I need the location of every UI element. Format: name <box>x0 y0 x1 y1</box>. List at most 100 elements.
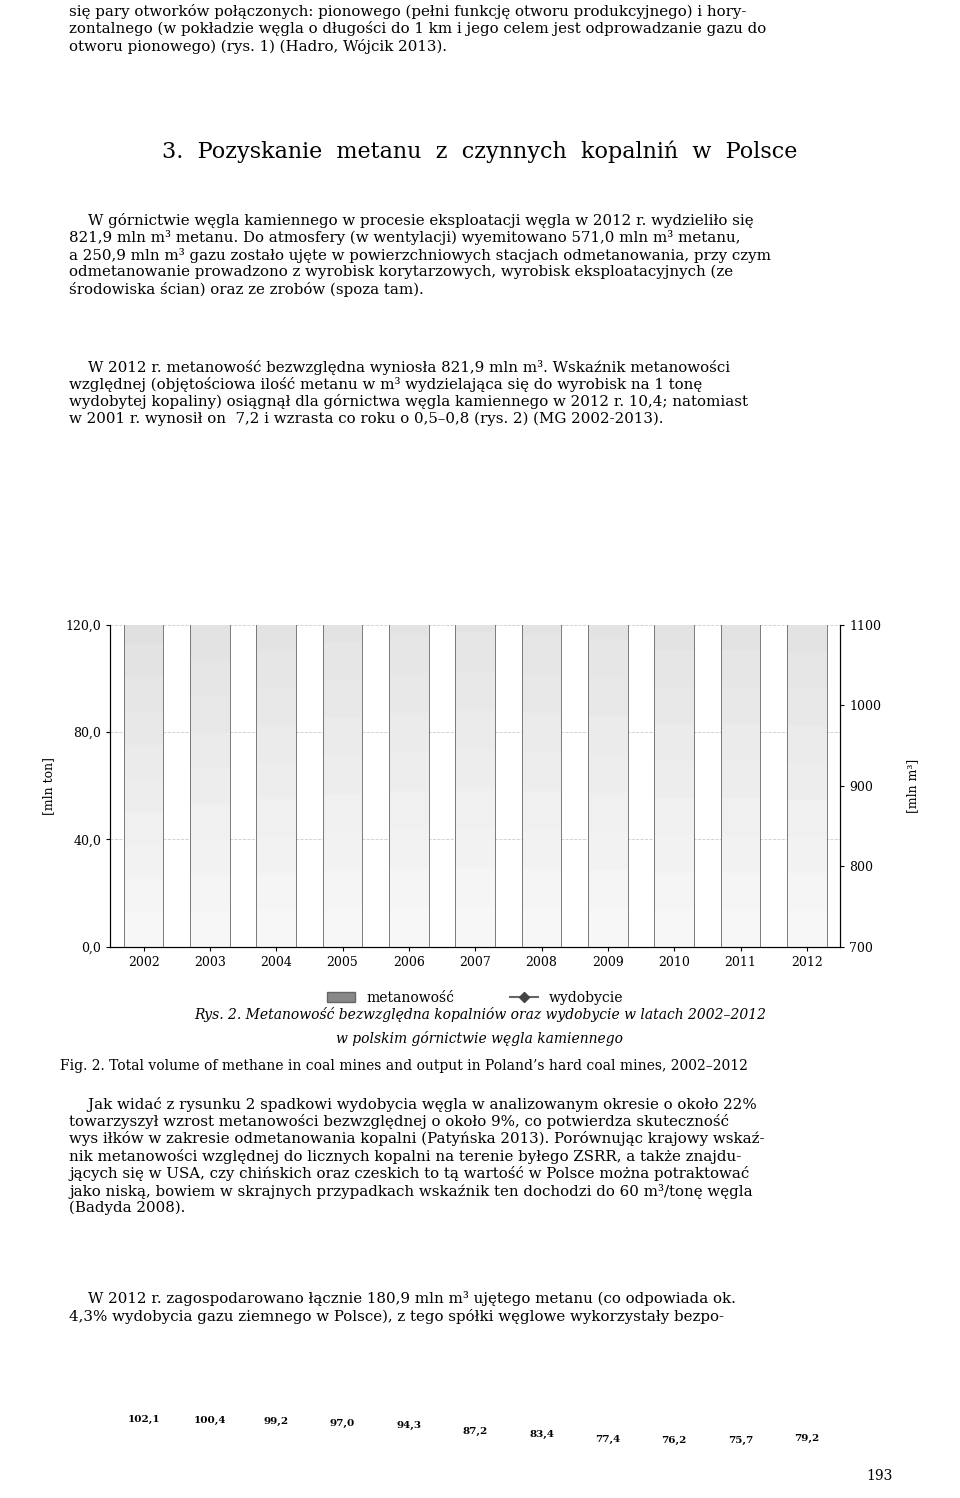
Bar <box>655 130 694 168</box>
Bar <box>190 90 229 126</box>
Bar <box>721 798 760 836</box>
Bar <box>787 358 827 395</box>
Bar <box>190 376 229 412</box>
Bar <box>721 613 760 650</box>
Bar <box>124 407 163 442</box>
Bar <box>455 42 495 81</box>
Bar <box>521 363 562 401</box>
Bar <box>124 610 163 644</box>
Bar <box>190 54 229 90</box>
Bar <box>190 0 229 18</box>
Bar <box>455 867 495 908</box>
Bar <box>721 577 760 613</box>
Bar <box>787 102 827 138</box>
Bar <box>323 490 363 527</box>
Bar <box>190 268 229 304</box>
Bar <box>588 0 628 24</box>
Bar <box>787 689 827 727</box>
Bar <box>124 172 163 207</box>
Bar <box>190 518 229 554</box>
Bar <box>787 653 827 689</box>
Bar <box>323 33 363 70</box>
Text: 87,2: 87,2 <box>463 1428 488 1437</box>
Bar <box>455 434 495 475</box>
Text: 3.  Pozyskanie  metanu  z  czynnych  kopalniń  w  Polsce: 3. Pozyskanie metanu z czynnych kopalniń… <box>162 141 798 163</box>
Bar <box>655 0 694 19</box>
Bar <box>323 680 363 719</box>
Bar <box>721 354 760 391</box>
Bar <box>389 51 429 90</box>
Bar <box>389 246 429 285</box>
Text: 94,3: 94,3 <box>396 1422 421 1431</box>
Bar <box>256 466 296 503</box>
Bar <box>655 427 694 464</box>
Bar <box>124 914 163 947</box>
Bar <box>124 644 163 677</box>
Text: 83,4: 83,4 <box>529 1431 554 1440</box>
Bar <box>521 0 562 10</box>
Bar <box>787 873 827 909</box>
Bar <box>323 566 363 604</box>
Bar <box>455 514 495 553</box>
Bar <box>787 395 827 431</box>
Bar <box>124 274 163 307</box>
Bar <box>256 725 296 762</box>
Bar <box>655 872 694 909</box>
Bar <box>455 0 495 1</box>
Bar <box>787 727 827 762</box>
Bar <box>455 632 495 671</box>
Bar <box>190 162 229 198</box>
Bar <box>455 553 495 593</box>
Bar <box>721 428 760 464</box>
Bar <box>389 869 429 908</box>
Bar <box>588 562 628 601</box>
Text: W 2012 r. zagospodarowano łącznie 180,9 mln m³ ujętego metanu (co odpowiada ok.
: W 2012 r. zagospodarowano łącznie 180,9 … <box>69 1291 736 1324</box>
Bar <box>721 539 760 577</box>
Bar <box>455 475 495 514</box>
Bar <box>124 509 163 542</box>
Bar <box>655 650 694 688</box>
Bar <box>389 791 429 830</box>
Bar <box>323 0 363 947</box>
Bar <box>190 340 229 376</box>
Bar <box>721 502 760 539</box>
Bar <box>256 762 296 798</box>
Bar <box>588 331 628 370</box>
Bar <box>389 635 429 674</box>
Bar <box>323 109 363 147</box>
Bar <box>124 240 163 274</box>
Bar <box>588 100 628 139</box>
Bar <box>721 464 760 502</box>
Bar <box>323 70 363 109</box>
Bar <box>256 244 296 282</box>
Bar <box>124 105 163 139</box>
Bar <box>521 88 562 127</box>
Bar <box>323 909 363 947</box>
Bar <box>256 503 296 541</box>
Bar <box>588 292 628 331</box>
Bar <box>521 49 562 88</box>
Bar <box>655 613 694 650</box>
Bar <box>655 502 694 539</box>
Bar <box>588 61 628 100</box>
Bar <box>787 616 827 653</box>
Bar <box>588 139 628 177</box>
Bar <box>256 909 296 947</box>
Bar <box>588 177 628 216</box>
Bar <box>455 120 495 160</box>
Bar <box>190 18 229 54</box>
Bar <box>787 0 827 27</box>
Bar <box>124 37 163 72</box>
Bar <box>124 712 163 745</box>
Legend: metanowość, wydobycie: metanowość, wydobycie <box>322 986 629 1011</box>
Bar <box>588 601 628 640</box>
Bar <box>455 0 495 947</box>
Text: 75,7: 75,7 <box>728 1437 754 1446</box>
Bar <box>655 724 694 761</box>
Bar <box>124 812 163 846</box>
Bar <box>455 710 495 750</box>
Bar <box>190 482 229 518</box>
Bar <box>521 869 562 908</box>
Bar <box>455 277 495 318</box>
Text: w polskim górnictwie węgla kamiennego: w polskim górnictwie węgla kamiennego <box>337 1031 623 1046</box>
